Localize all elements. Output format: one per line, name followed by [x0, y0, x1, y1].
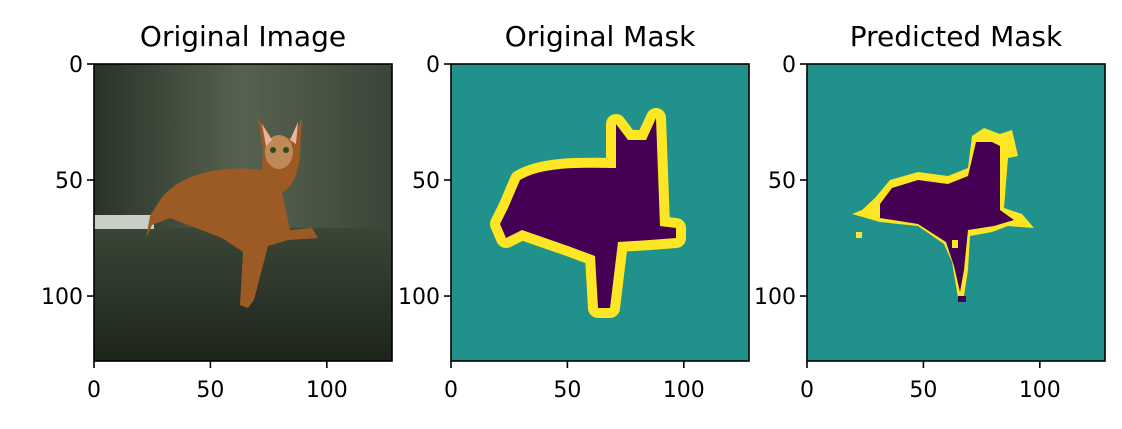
y-tick-label: 50 [768, 169, 796, 194]
x-tick-label: 100 [306, 378, 348, 403]
mask-image [451, 64, 749, 361]
panel-predicted-mask: Predicted Mask 0 50 100 0 50 100 [754, 20, 1106, 403]
axes-frame [93, 63, 393, 362]
panel-title: Predicted Mask [850, 20, 1063, 53]
axis-ticks: 0 50 100 0 50 100 [41, 53, 348, 403]
y-tick-label: 100 [398, 285, 440, 310]
mask-image [807, 64, 1105, 361]
photo-image [94, 64, 392, 361]
panel-title: Original Image [140, 20, 346, 53]
y-tick-label: 50 [412, 169, 440, 194]
y-tick-label: 0 [782, 53, 796, 78]
y-tick-label: 0 [69, 53, 83, 78]
panel-title: Original Mask [505, 20, 696, 53]
y-tick-label: 50 [55, 169, 83, 194]
y-tick-label: 100 [41, 285, 83, 310]
axis-ticks: 0 50 100 0 50 100 [398, 53, 705, 403]
y-tick-label: 0 [426, 53, 440, 78]
x-tick-label: 50 [196, 378, 224, 403]
axes-frame [806, 63, 1106, 362]
x-tick-label: 0 [800, 378, 814, 403]
x-tick-label: 0 [444, 378, 458, 403]
x-tick-label: 50 [909, 378, 937, 403]
x-tick-label: 100 [1019, 378, 1061, 403]
y-tick-label: 100 [754, 285, 796, 310]
x-tick-label: 100 [663, 378, 705, 403]
x-tick-label: 50 [553, 378, 581, 403]
panel-original-mask: Original Mask 0 50 100 0 50 100 [398, 20, 750, 403]
panel-original-image: Original Image 0 50 100 0 50 100 [41, 20, 393, 403]
axes-frame [450, 63, 750, 362]
axis-ticks: 0 50 100 0 50 100 [754, 53, 1061, 403]
x-tick-label: 0 [87, 378, 101, 403]
